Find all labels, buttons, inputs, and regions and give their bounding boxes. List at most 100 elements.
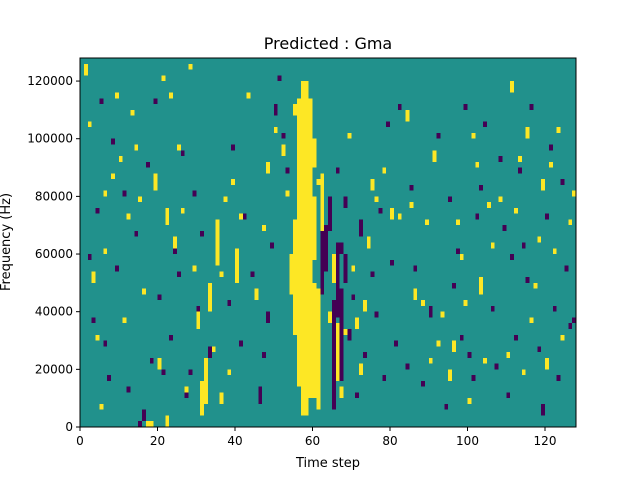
heatmap-cell-high [452,340,456,353]
heatmap-cell-high [436,340,441,347]
heatmap-cell-high [145,421,150,427]
heatmap-cell-low [494,363,499,370]
y-tick-label: 60000 [35,247,73,261]
heatmap-cell-high [153,173,158,191]
heatmap-cell-low [231,144,236,151]
heatmap-cell-high [165,207,170,226]
heatmap-cell-high [517,156,522,162]
heatmap-cell-high [533,282,538,289]
heatmap-cell-high [215,219,220,266]
heatmap-cell-high [308,98,313,399]
heatmap-cell-high [560,334,565,341]
heatmap-cell-high [428,357,433,364]
heatmap-cell-low [95,207,100,214]
x-tick-label: 0 [76,434,84,448]
heatmap-cell-low [184,392,189,399]
heatmap-cell-high [483,357,487,364]
heatmap-cell-high [552,248,557,255]
heatmap-cell-low [545,213,549,220]
heatmap-cell-high [316,288,321,410]
heatmap-cell-high [304,81,309,416]
heatmap-cell-low [269,242,274,249]
heatmap-cell-low [355,392,360,399]
heatmap-cell-low [192,190,197,197]
heatmap-cell-low [347,328,352,341]
y-tick-label: 0 [65,420,73,434]
heatmap-cell-low [335,167,340,174]
y-tick-label: 20000 [35,362,73,376]
heatmap-cell-high [262,225,267,231]
heatmap-cell-high [297,98,301,387]
heatmap-cell-low [475,213,480,220]
heatmap-cell-low [169,334,174,341]
heatmap-cell-high [219,271,224,278]
heatmap-cell-high [192,265,197,272]
heatmap-cell-low [285,167,290,174]
heatmap-cell-low [331,300,336,410]
heatmap-cell-high [219,392,224,404]
heatmap-cell-high [142,288,146,295]
heatmap-cell-high [130,109,135,116]
heatmap-cell-high [479,277,484,295]
heatmap-cell-high [374,196,379,203]
heatmap-cell-low [362,352,367,358]
heatmap-cell-low [161,369,166,376]
heatmap-cell-high [421,300,425,306]
heatmap-cell-high [370,179,375,191]
heatmap-cell-high [545,357,549,370]
heatmap-cell-high [347,132,352,139]
heatmap-cell-low [266,311,270,324]
heatmap-cell-low [510,254,515,260]
heatmap-cell-high [173,236,177,249]
heatmap-cell-high [432,150,437,162]
heatmap-cell-low [382,375,387,381]
heatmap-cell-high [246,92,251,99]
y-axis-label: Frequency (Hz) [0,193,14,291]
heatmap-cell-low [157,294,162,301]
heatmap-cell-low [502,225,507,231]
heatmap-cell-high [122,317,127,324]
heatmap-cell-low [506,392,511,399]
heatmap-cell-low [490,305,495,312]
heatmap-cell-high [397,213,402,220]
heatmap-cell-high [184,386,189,393]
heatmap-cell-high [211,346,216,353]
heatmap-cells [83,63,577,427]
heatmap-cell-high [91,271,96,283]
heatmap-cell-high [266,161,270,174]
heatmap-cell-low [250,271,255,278]
heatmap-cell-low [436,132,441,139]
y-tick-label: 80000 [35,189,73,203]
heatmap-cell-low [552,305,557,312]
heatmap-cell-high [568,219,573,226]
heatmap-cell-high [506,352,511,358]
heatmap-cell-high [103,248,108,255]
heatmap-cell-high [440,311,445,318]
heatmap-cell-low [479,184,484,191]
heatmap-cell-high [548,161,553,168]
heatmap-cell-low [343,254,348,283]
heatmap-cell-low [529,104,534,110]
heatmap-cell-high [355,317,360,329]
heatmap-cell-high [424,219,429,226]
heatmap-cell-low [122,190,127,197]
heatmap-cell-high [343,328,348,335]
heatmap-cell-low [498,156,503,162]
heatmap-cell-high [196,305,201,329]
heatmap-cell-low [103,340,108,347]
heatmap-cell-low [138,421,143,427]
heatmap-cell-high [114,92,119,99]
heatmap-cell-low [541,403,546,416]
heatmap-cell-low [483,121,487,128]
heatmap-cell-low [428,305,433,318]
heatmap-cell-low [351,294,356,301]
heatmap-cell-low [180,150,185,157]
heatmap-cell-high [359,363,363,376]
heatmap-cell-low [277,75,282,82]
x-tick-label: 80 [382,434,397,448]
heatmap-cell-high [467,398,472,404]
heatmap-cell-low [370,271,375,278]
heatmap-cell-high [227,369,232,376]
heatmap-cell-high [118,156,123,162]
